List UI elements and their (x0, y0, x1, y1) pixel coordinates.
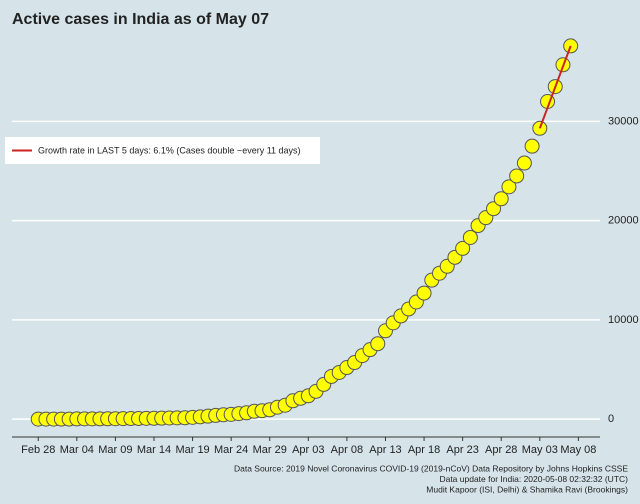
data-point (516, 155, 532, 171)
legend-box (5, 137, 320, 164)
x-tick-label: Mar 29 (253, 444, 287, 456)
x-tick-label: May 08 (560, 444, 596, 456)
caption: Data update for India: 2020-05-08 02:32:… (439, 474, 628, 484)
x-tick-label: Mar 19 (175, 444, 209, 456)
y-tick-label: 10000 (608, 314, 639, 326)
x-tick-label: Apr 03 (292, 444, 324, 456)
data-point (462, 229, 478, 245)
data-point (486, 201, 502, 217)
data-point (501, 179, 517, 195)
y-tick-label: 30000 (608, 115, 639, 127)
data-point (455, 240, 471, 256)
y-tick-label: 0 (608, 413, 614, 425)
caption: Data Source: 2019 Novel Coronavirus COVI… (234, 463, 628, 473)
x-tick-label: Mar 14 (137, 444, 171, 456)
x-tick-label: May 03 (522, 444, 558, 456)
x-tick-label: Apr 28 (485, 444, 517, 456)
data-point (416, 285, 432, 301)
x-tick-label: Apr 08 (331, 444, 363, 456)
data-point (370, 336, 386, 352)
caption: Mudit Kapoor (ISI, Delhi) & Shamika Ravi… (426, 484, 628, 494)
x-tick-label: Mar 09 (98, 444, 132, 456)
data-point (509, 168, 525, 184)
x-tick-label: Apr 18 (408, 444, 440, 456)
x-tick-label: Apr 13 (369, 444, 401, 456)
trend-line (538, 45, 572, 129)
legend-label: Growth rate in LAST 5 days: 6.1% (Cases … (38, 145, 301, 155)
x-tick-label: Mar 04 (60, 444, 94, 456)
y-tick-label: 20000 (608, 215, 639, 227)
x-tick-label: Mar 24 (214, 444, 248, 456)
data-point (524, 138, 540, 154)
x-tick-label: Apr 23 (446, 444, 478, 456)
data-point (493, 191, 509, 207)
x-tick-label: Feb 28 (21, 444, 55, 456)
chart-title: Active cases in India as of May 07 (12, 11, 269, 28)
